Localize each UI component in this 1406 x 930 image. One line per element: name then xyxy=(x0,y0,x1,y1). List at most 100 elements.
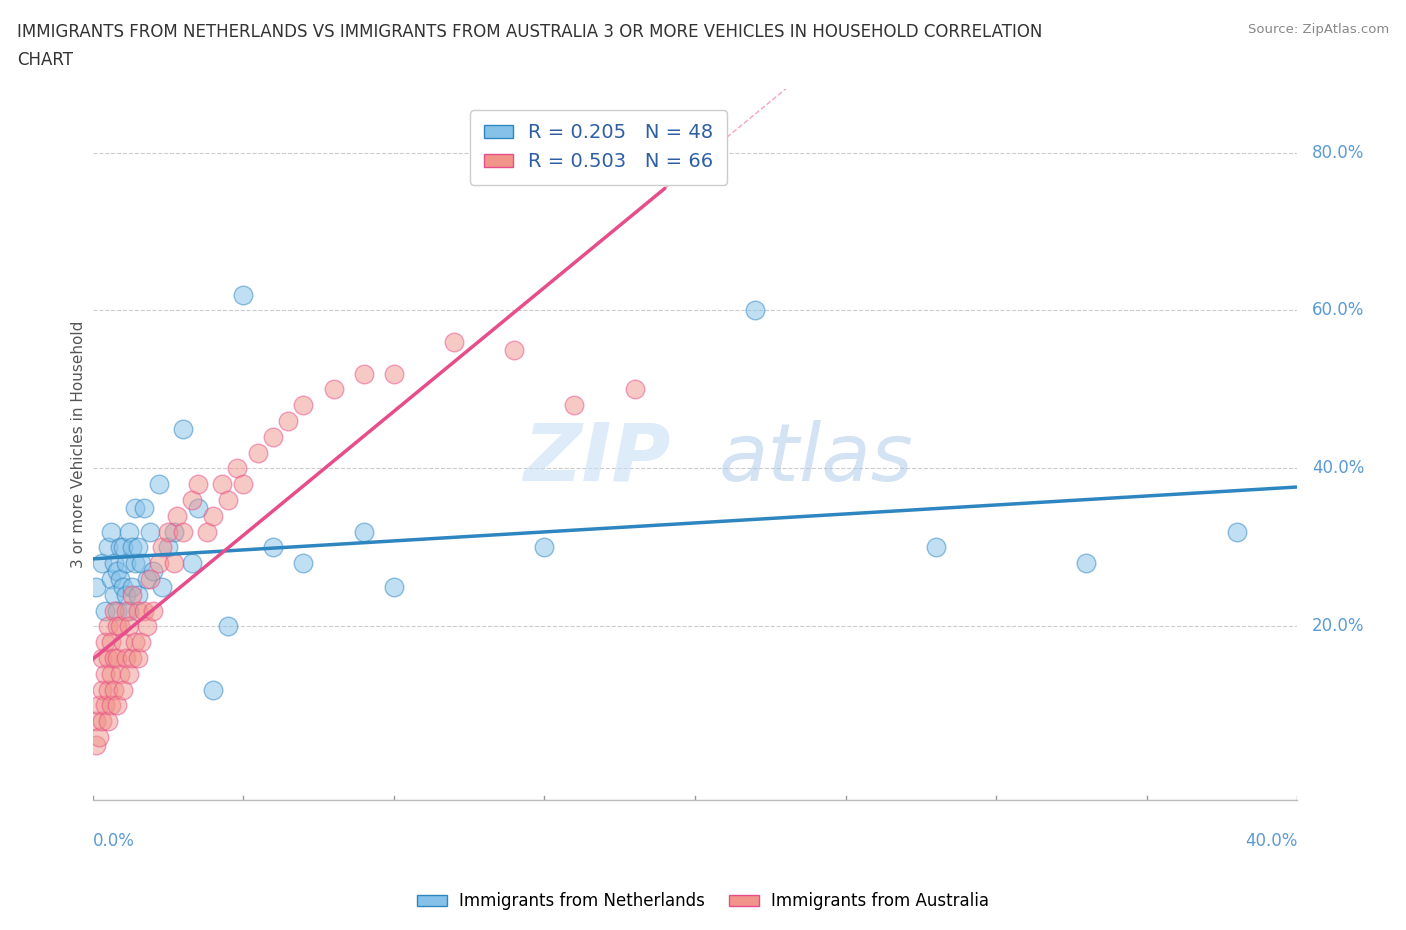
Point xyxy=(181,556,204,571)
Point xyxy=(247,445,270,460)
Point xyxy=(744,303,766,318)
Point xyxy=(156,525,179,539)
Point xyxy=(93,634,115,649)
Point xyxy=(114,588,136,603)
Point xyxy=(292,556,315,571)
Point xyxy=(129,556,152,571)
Point xyxy=(172,421,194,436)
Text: IMMIGRANTS FROM NETHERLANDS VS IMMIGRANTS FROM AUSTRALIA 3 OR MORE VEHICLES IN H: IMMIGRANTS FROM NETHERLANDS VS IMMIGRANT… xyxy=(17,23,1042,41)
Point xyxy=(195,525,218,539)
Point xyxy=(217,618,239,633)
Point xyxy=(142,564,165,578)
Point xyxy=(533,540,555,555)
Point xyxy=(211,477,233,492)
Point xyxy=(262,540,284,555)
Point xyxy=(97,650,120,665)
Point xyxy=(84,713,107,728)
Point xyxy=(121,650,143,665)
Point xyxy=(93,698,115,712)
Point xyxy=(90,556,112,571)
Point xyxy=(105,650,128,665)
Point xyxy=(262,430,284,445)
Point xyxy=(108,618,131,633)
Point xyxy=(105,698,128,712)
Point xyxy=(114,556,136,571)
Point xyxy=(202,509,225,524)
Point xyxy=(103,588,125,603)
Point xyxy=(277,414,299,429)
Point xyxy=(232,287,254,302)
Point xyxy=(217,493,239,508)
Point xyxy=(139,525,162,539)
Point xyxy=(111,540,134,555)
Point xyxy=(503,342,526,357)
Point xyxy=(382,579,405,594)
Point xyxy=(97,682,120,697)
Point xyxy=(564,398,586,413)
Point xyxy=(163,525,186,539)
Point xyxy=(142,604,165,618)
Point xyxy=(118,666,141,681)
Point xyxy=(118,618,141,633)
Point xyxy=(87,698,110,712)
Point xyxy=(1226,525,1249,539)
Point xyxy=(114,650,136,665)
Point xyxy=(166,509,188,524)
Point xyxy=(108,540,131,555)
Point xyxy=(100,698,122,712)
Point xyxy=(226,461,249,476)
Point xyxy=(103,604,125,618)
Point xyxy=(124,634,146,649)
Point xyxy=(172,525,194,539)
Point xyxy=(150,579,173,594)
Point xyxy=(623,382,645,397)
Point xyxy=(181,493,204,508)
Point xyxy=(97,713,120,728)
Point xyxy=(124,500,146,515)
Point xyxy=(127,588,149,603)
Point xyxy=(103,682,125,697)
Text: 60.0%: 60.0% xyxy=(1312,301,1364,320)
Point xyxy=(187,500,209,515)
Point xyxy=(93,604,115,618)
Y-axis label: 3 or more Vehicles in Household: 3 or more Vehicles in Household xyxy=(72,321,86,568)
Point xyxy=(443,335,465,350)
Point xyxy=(127,540,149,555)
Text: CHART: CHART xyxy=(17,51,73,69)
Point xyxy=(322,382,344,397)
Point xyxy=(132,500,155,515)
Point xyxy=(105,618,128,633)
Point xyxy=(84,737,107,752)
Point xyxy=(135,618,157,633)
Point xyxy=(232,477,254,492)
Point xyxy=(90,713,112,728)
Point xyxy=(100,525,122,539)
Point xyxy=(105,564,128,578)
Point xyxy=(187,477,209,492)
Point xyxy=(103,556,125,571)
Point xyxy=(382,366,405,381)
Point xyxy=(156,540,179,555)
Text: Source: ZipAtlas.com: Source: ZipAtlas.com xyxy=(1249,23,1389,36)
Point xyxy=(135,572,157,587)
Point xyxy=(111,579,134,594)
Point xyxy=(118,604,141,618)
Point xyxy=(121,579,143,594)
Point xyxy=(84,579,107,594)
Point xyxy=(139,572,162,587)
Point xyxy=(105,604,128,618)
Point xyxy=(108,572,131,587)
Point xyxy=(118,525,141,539)
Point xyxy=(127,604,149,618)
Point xyxy=(100,634,122,649)
Point xyxy=(100,666,122,681)
Point xyxy=(353,366,375,381)
Text: 0.0%: 0.0% xyxy=(93,831,135,850)
Point xyxy=(163,556,186,571)
Text: atlas: atlas xyxy=(718,420,914,498)
Text: 20.0%: 20.0% xyxy=(1312,618,1364,635)
Text: 40.0%: 40.0% xyxy=(1244,831,1298,850)
Text: 80.0%: 80.0% xyxy=(1312,143,1364,162)
Text: ZIP: ZIP xyxy=(523,420,671,498)
Point xyxy=(121,540,143,555)
